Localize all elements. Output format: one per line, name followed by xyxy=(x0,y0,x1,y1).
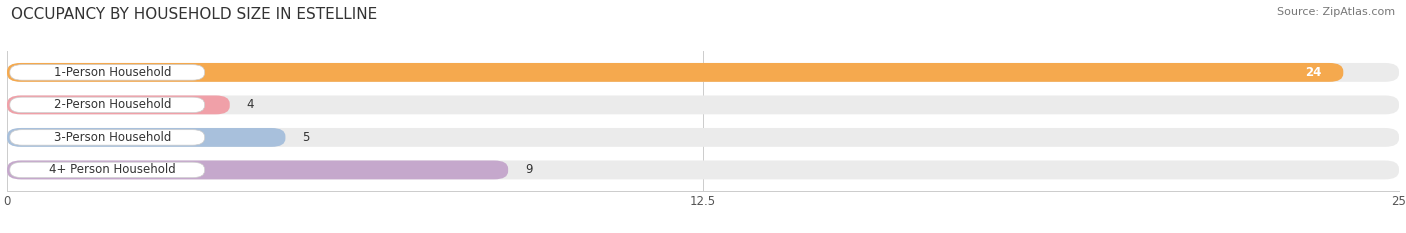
Text: 5: 5 xyxy=(302,131,309,144)
FancyBboxPatch shape xyxy=(7,96,229,114)
Text: OCCUPANCY BY HOUSEHOLD SIZE IN ESTELLINE: OCCUPANCY BY HOUSEHOLD SIZE IN ESTELLINE xyxy=(11,7,377,22)
FancyBboxPatch shape xyxy=(7,161,508,179)
FancyBboxPatch shape xyxy=(10,162,205,178)
Text: 1-Person Household: 1-Person Household xyxy=(53,66,172,79)
Text: 2-Person Household: 2-Person Household xyxy=(53,98,172,111)
FancyBboxPatch shape xyxy=(7,63,1399,82)
FancyBboxPatch shape xyxy=(7,128,1399,147)
FancyBboxPatch shape xyxy=(7,63,1343,82)
FancyBboxPatch shape xyxy=(7,96,1399,114)
Text: Source: ZipAtlas.com: Source: ZipAtlas.com xyxy=(1277,7,1395,17)
FancyBboxPatch shape xyxy=(7,128,285,147)
Text: 4: 4 xyxy=(246,98,254,111)
Text: 9: 9 xyxy=(524,163,533,176)
Text: 24: 24 xyxy=(1305,66,1322,79)
Text: 4+ Person Household: 4+ Person Household xyxy=(49,163,176,176)
FancyBboxPatch shape xyxy=(7,161,1399,179)
Text: 3-Person Household: 3-Person Household xyxy=(53,131,172,144)
FancyBboxPatch shape xyxy=(10,130,205,145)
FancyBboxPatch shape xyxy=(10,65,205,80)
FancyBboxPatch shape xyxy=(10,97,205,113)
